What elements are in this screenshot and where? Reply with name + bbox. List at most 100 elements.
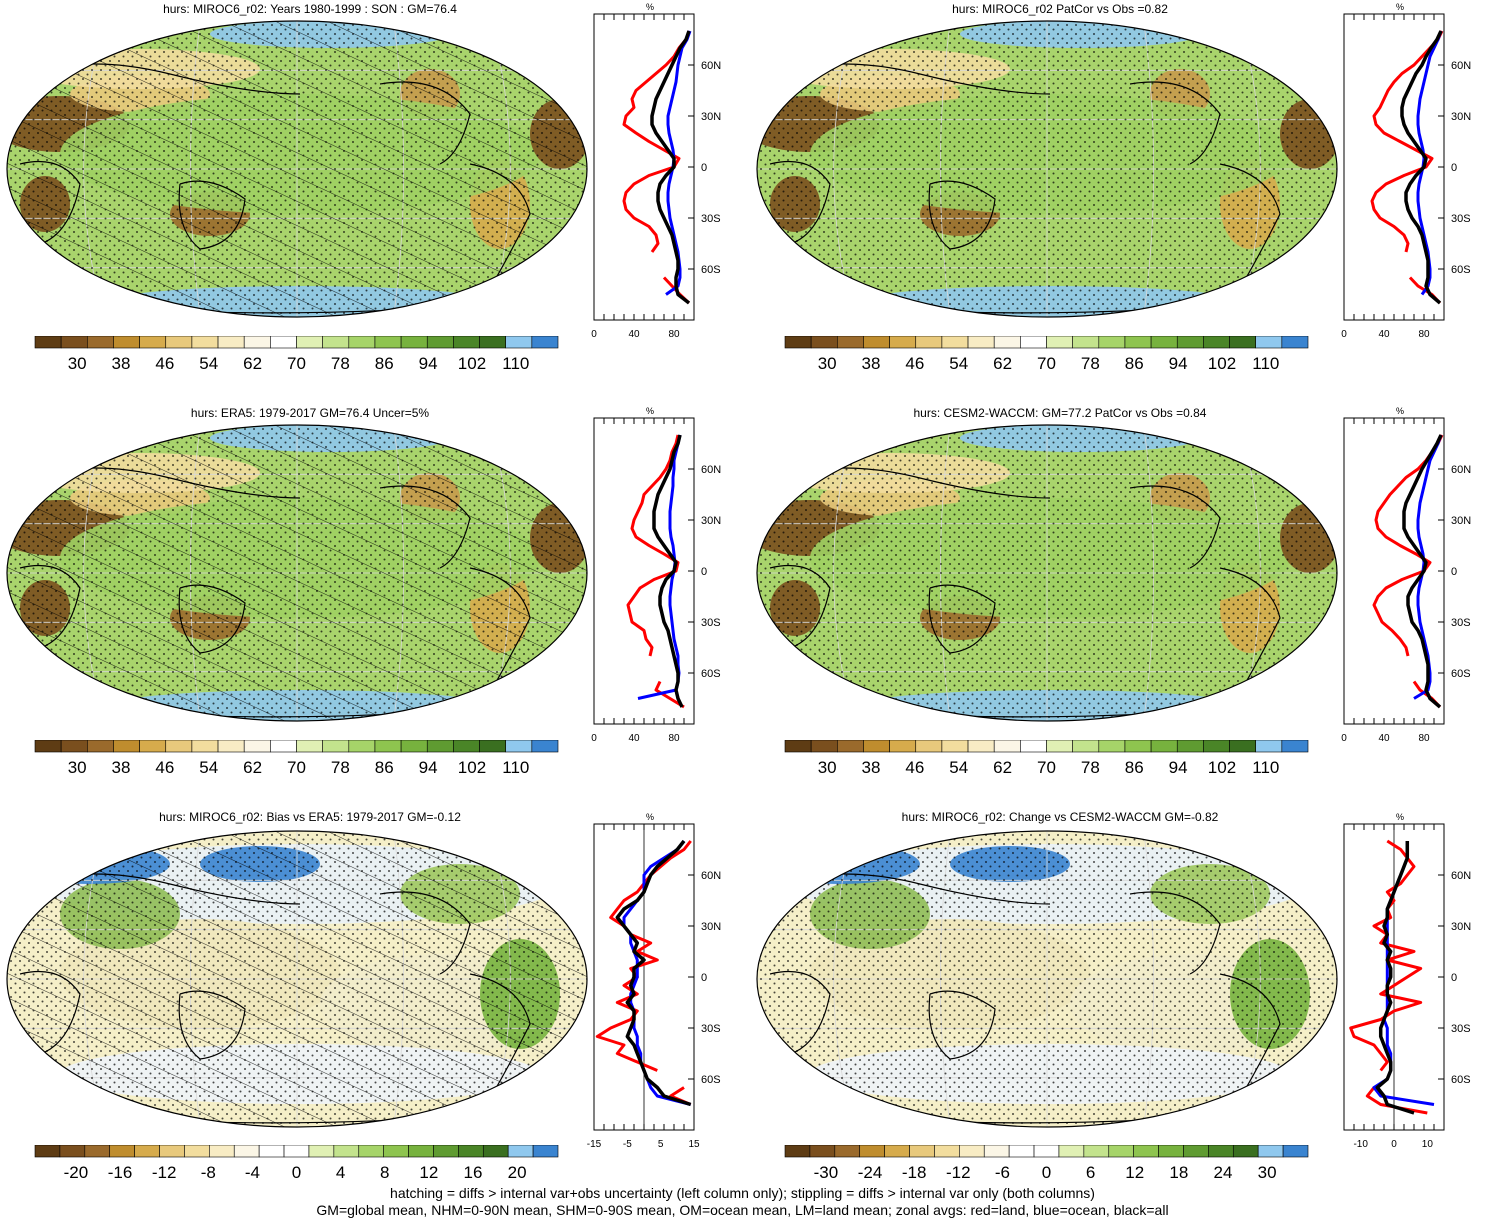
map-border bbox=[6, 424, 588, 722]
colorbar-label: 70 bbox=[287, 758, 306, 777]
colorbar-label: -16 bbox=[108, 1163, 133, 1182]
colorbar-swatch bbox=[1203, 740, 1230, 753]
colorbar-label: 30 bbox=[68, 354, 87, 373]
zonal-tick-label: 10 bbox=[1422, 1139, 1434, 1150]
colorbar-swatch bbox=[270, 336, 297, 349]
colorbar-label: 16 bbox=[464, 1163, 483, 1182]
colorbar-swatch bbox=[139, 336, 167, 349]
colorbar-swatch bbox=[348, 740, 376, 753]
colorbar-label: 94 bbox=[419, 354, 438, 373]
zonal-lat-label: 30N bbox=[701, 111, 721, 123]
zonal-mean-plot: % -15 -5 5 15 60N 30N 0 30S 60S bbox=[587, 812, 721, 1150]
zonal-tick-label: -10 bbox=[1353, 1139, 1368, 1150]
colorbar-swatch bbox=[863, 740, 890, 753]
colorbar-swatch bbox=[243, 740, 271, 753]
zonal-lat-label: 30N bbox=[1451, 111, 1471, 123]
colorbar-label: 78 bbox=[1081, 354, 1100, 373]
zonal-tick-label: 40 bbox=[1378, 733, 1390, 744]
zonal-mean-plot: % 0 40 80 60N 30N 0 30S 60S bbox=[591, 2, 721, 340]
colorbar-swatch bbox=[915, 336, 943, 349]
colorbar-label: 102 bbox=[1208, 354, 1236, 373]
colorbar-label: -4 bbox=[245, 1163, 260, 1182]
colorbar-swatch bbox=[1176, 336, 1204, 349]
zonal-mean-plot: % -10 0 10 60N 30N 0 30S 60S bbox=[1343, 812, 1471, 1150]
map-panel bbox=[6, 20, 588, 318]
colorbar-label: 30 bbox=[68, 758, 87, 777]
colorbar-swatch bbox=[1124, 740, 1152, 753]
colorbar-swatch bbox=[453, 336, 480, 349]
colorbar-swatch bbox=[453, 740, 480, 753]
colorbar-label: 38 bbox=[862, 758, 881, 777]
colorbar-swatch bbox=[333, 1145, 360, 1158]
colorbar-swatch bbox=[1020, 740, 1047, 753]
colorbar-swatch bbox=[1282, 1145, 1309, 1158]
panel-title: hurs: CESM2-WACCM: GM=77.2 PatCor vs Obs… bbox=[913, 406, 1207, 420]
zonal-lat-label: 0 bbox=[701, 162, 707, 174]
colorbar-swatch bbox=[134, 1145, 160, 1158]
colorbar-label: 6 bbox=[1086, 1163, 1095, 1182]
colorbar-label: 102 bbox=[458, 354, 486, 373]
colorbar-swatch bbox=[217, 336, 245, 349]
colorbar-label: 78 bbox=[331, 758, 350, 777]
colorbar-swatch bbox=[1033, 1145, 1060, 1158]
colorbar-label: 62 bbox=[993, 354, 1012, 373]
colorbar-swatch bbox=[113, 740, 140, 753]
hatching-overlay bbox=[7, 831, 587, 1127]
zonal-lat-label: 30S bbox=[701, 213, 721, 225]
colorbar-swatch bbox=[1008, 1145, 1035, 1158]
zonal-lat-label: 30N bbox=[1451, 921, 1471, 933]
colorbar-label: 18 bbox=[1169, 1163, 1188, 1182]
zonal-mean-plot: % 0 40 80 60N 30N 0 30S 60S bbox=[1341, 2, 1471, 340]
zonal-tick-label: 40 bbox=[628, 329, 640, 340]
colorbar-label: 70 bbox=[287, 354, 306, 373]
colorbar-swatch bbox=[159, 1145, 185, 1158]
colorbar-swatch bbox=[1281, 740, 1309, 753]
colorbar-swatch bbox=[836, 740, 864, 753]
zonal-lat-label: 60N bbox=[701, 464, 721, 476]
colorbar-swatch bbox=[191, 336, 219, 349]
zonal-tick-label: 0 bbox=[591, 329, 597, 340]
zonal-lat-label: 30S bbox=[1451, 1023, 1471, 1035]
stippling-overlay bbox=[757, 21, 1337, 317]
colorbar-label: -20 bbox=[64, 1163, 89, 1182]
colorbar-swatch bbox=[1257, 1145, 1284, 1158]
zonal-x-axis-label: % bbox=[646, 812, 654, 822]
colorbar-swatch bbox=[34, 1145, 61, 1158]
colorbar-swatch bbox=[209, 1145, 235, 1158]
colorbar-swatch bbox=[86, 740, 114, 753]
colorbar-label: 38 bbox=[862, 354, 881, 373]
colorbar-swatch bbox=[1124, 336, 1152, 349]
zonal-lat-label: 0 bbox=[701, 972, 707, 984]
zonal-lat-label: 0 bbox=[1451, 566, 1457, 578]
zonal-series-all bbox=[652, 434, 684, 708]
colorbar-swatch bbox=[810, 740, 838, 753]
colorbar-label: 70 bbox=[1037, 758, 1056, 777]
colorbar-swatch bbox=[836, 336, 864, 349]
map-border bbox=[756, 424, 1338, 722]
colorbar-label: 46 bbox=[155, 758, 174, 777]
colorbar-swatch bbox=[983, 1145, 1010, 1158]
colorbar-swatch bbox=[383, 1145, 409, 1158]
colorbar-swatch bbox=[86, 336, 114, 349]
zonal-tick-label: 80 bbox=[1418, 733, 1430, 744]
stippling-overlay bbox=[757, 831, 1337, 1127]
colorbar-label: -18 bbox=[902, 1163, 927, 1182]
map-panel bbox=[756, 424, 1338, 722]
colorbar-swatch bbox=[810, 336, 838, 349]
map-panel bbox=[6, 424, 588, 722]
panel-title: hurs: MIROC6_r02 PatCor vs Obs =0.82 bbox=[952, 2, 1168, 16]
colorbar-label: 54 bbox=[949, 758, 968, 777]
colorbar-label: 62 bbox=[243, 354, 262, 373]
zonal-lat-label: 60N bbox=[1451, 60, 1471, 72]
zonal-series-all bbox=[1375, 841, 1415, 1115]
colorbar: 30 38 46 54 62 70 78 86 94 102 110 bbox=[784, 336, 1309, 373]
map-border bbox=[756, 830, 1338, 1128]
panel-title: hurs: MIROC6_r02: Years 1980-1999 : SON … bbox=[163, 2, 457, 16]
colorbar-label: 86 bbox=[375, 758, 394, 777]
colorbar-swatch bbox=[1098, 740, 1126, 753]
hatching-overlay bbox=[7, 21, 587, 317]
hatching-overlay bbox=[7, 425, 587, 721]
colorbar-swatch bbox=[1255, 740, 1283, 753]
colorbar-swatch bbox=[809, 1145, 836, 1158]
panel-title: hurs: MIROC6_r02: Bias vs ERA5: 1979-201… bbox=[159, 810, 461, 824]
